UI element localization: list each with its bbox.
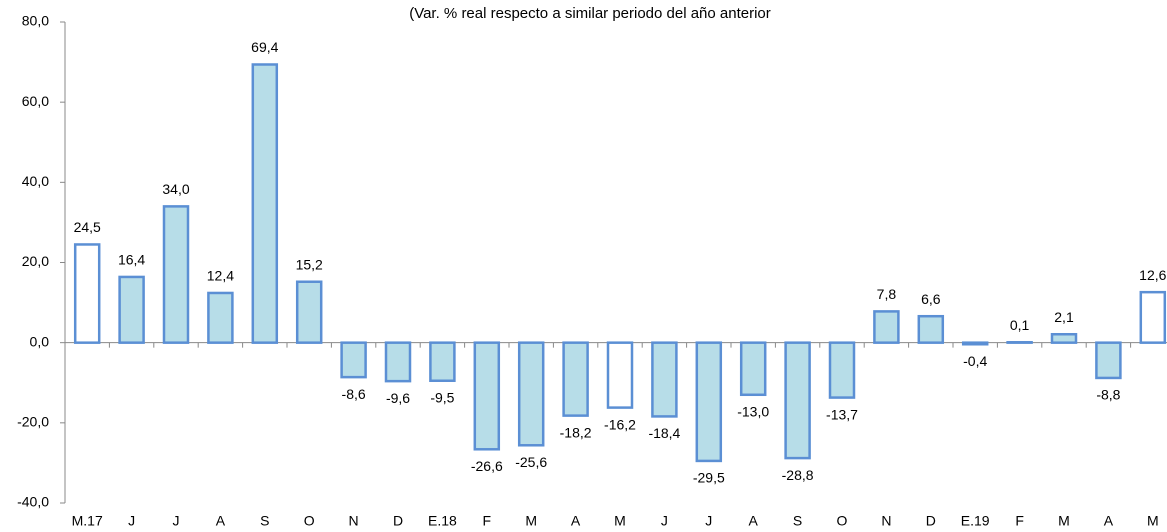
value-label: -26,6 — [471, 458, 503, 474]
bar — [961, 341, 989, 346]
value-label: 34,0 — [162, 181, 189, 197]
bar — [384, 341, 412, 383]
bar — [340, 341, 367, 379]
x-tick-label: J — [661, 513, 668, 529]
bar — [1095, 341, 1122, 380]
bar — [1050, 332, 1078, 344]
x-tick-label: A — [749, 513, 759, 529]
bar — [562, 341, 589, 417]
value-label: -18,2 — [560, 424, 592, 440]
bar — [118, 275, 145, 344]
bar — [162, 205, 190, 344]
bar — [784, 341, 811, 460]
value-label: 15,2 — [296, 256, 323, 272]
y-tick-label: 20,0 — [22, 253, 49, 269]
x-tick-label: N — [881, 513, 891, 529]
y-tick-label: 80,0 — [22, 13, 49, 29]
value-label: -9,5 — [430, 389, 454, 405]
value-label: -13,0 — [737, 403, 769, 419]
value-label: 12,6 — [1139, 267, 1166, 283]
value-label: -16,2 — [604, 416, 636, 432]
value-label: 2,1 — [1054, 309, 1074, 325]
x-tick-label: O — [304, 513, 315, 529]
value-label: 16,4 — [118, 252, 145, 268]
value-label: 6,6 — [921, 291, 941, 307]
x-tick-label: E.19 — [961, 513, 990, 529]
value-label: 69,4 — [251, 39, 278, 55]
value-label: 12,4 — [207, 268, 234, 284]
x-tick-label: J — [705, 513, 712, 529]
bar — [1139, 290, 1167, 344]
x-tick-label: A — [216, 513, 226, 529]
chart-title: (Var. % real respecto a similar periodo … — [409, 5, 771, 22]
bar — [606, 341, 634, 409]
x-tick-label: S — [793, 513, 802, 529]
x-tick-label: F — [483, 513, 492, 529]
y-tick-label: 0,0 — [30, 333, 50, 349]
value-label: -18,4 — [648, 425, 680, 441]
bar — [828, 341, 856, 399]
value-label: -9,6 — [386, 390, 410, 406]
x-tick-label: M — [525, 513, 537, 529]
value-label: 0,1 — [1010, 317, 1030, 333]
x-tick-label: M.17 — [72, 513, 103, 529]
x-tick-label: J — [128, 513, 135, 529]
value-label: -8,8 — [1096, 387, 1120, 403]
y-tick-label: -40,0 — [17, 494, 49, 510]
value-label: 24,5 — [74, 219, 101, 235]
x-tick-label: M — [1147, 513, 1159, 529]
x-tick-label: D — [926, 513, 936, 529]
y-tick-label: 40,0 — [22, 173, 49, 189]
bar — [473, 341, 501, 451]
x-tick-label: E.18 — [428, 513, 457, 529]
bar — [873, 310, 900, 344]
value-label: -28,8 — [782, 467, 814, 483]
bar — [73, 243, 101, 344]
x-tick-label: S — [260, 513, 269, 529]
value-label: -25,6 — [515, 454, 547, 470]
bar — [517, 341, 545, 447]
x-tick-label: M — [1058, 513, 1070, 529]
value-label: -0,4 — [963, 353, 987, 369]
value-label: 7,8 — [877, 286, 897, 302]
y-tick-label: 60,0 — [22, 93, 49, 109]
bar — [429, 341, 456, 382]
y-tick-label: -20,0 — [17, 414, 49, 430]
bar — [295, 280, 323, 344]
x-tick-label: J — [173, 513, 180, 529]
bar — [917, 314, 945, 344]
x-tick-label: O — [837, 513, 848, 529]
value-label: -13,7 — [826, 406, 858, 422]
bar — [651, 341, 678, 418]
value-label: -29,5 — [693, 470, 725, 486]
bar — [739, 341, 767, 397]
x-tick-label: M — [614, 513, 626, 529]
x-tick-label: D — [393, 513, 403, 529]
value-label: -8,6 — [342, 386, 366, 402]
x-tick-label: F — [1015, 513, 1024, 529]
x-tick-label: A — [1104, 513, 1114, 529]
bar — [251, 63, 279, 344]
bar — [207, 291, 234, 344]
x-tick-label: A — [571, 513, 581, 529]
bar — [695, 341, 723, 463]
x-tick-label: N — [349, 513, 359, 529]
